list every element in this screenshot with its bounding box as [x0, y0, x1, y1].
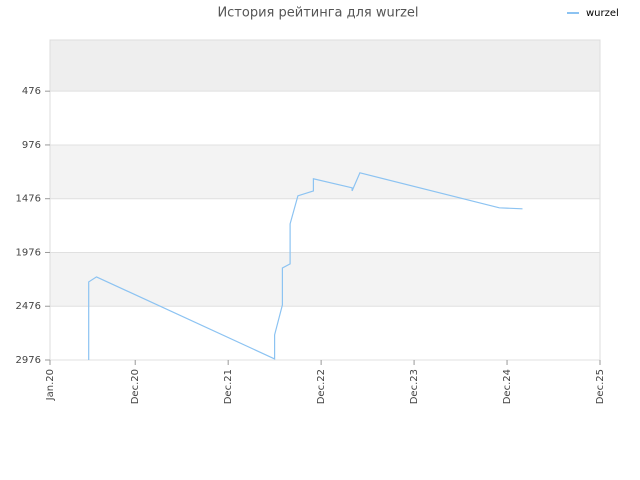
y-tick-label: 2476 — [16, 301, 41, 312]
y-tick-label: 976 — [22, 140, 41, 151]
band — [50, 252, 600, 307]
x-tick-label: Dec.23 — [409, 369, 420, 404]
chart-title: История рейтинга для wurzel — [217, 6, 418, 21]
x-tick-label: Dec.24 — [502, 369, 513, 404]
band — [50, 40, 600, 92]
band — [50, 144, 600, 199]
band — [50, 198, 600, 253]
band — [50, 306, 600, 360]
band — [50, 91, 600, 145]
y-tick-label: 1476 — [16, 194, 41, 205]
line-series — [88, 172, 523, 360]
x-tick-label: Dec.22 — [316, 369, 327, 404]
x-tick-label: Dec.25 — [595, 369, 606, 404]
legend-label: wurzel — [586, 8, 619, 19]
y-tick-label: 1976 — [16, 247, 41, 258]
x-tick-label: Dec.21 — [223, 369, 234, 404]
y-tick-label: 476 — [22, 86, 41, 97]
y-tick-label: 2976 — [16, 355, 41, 366]
x-tick-label: Dec.20 — [130, 369, 141, 404]
x-tick-label: Jan.20 — [45, 369, 56, 401]
